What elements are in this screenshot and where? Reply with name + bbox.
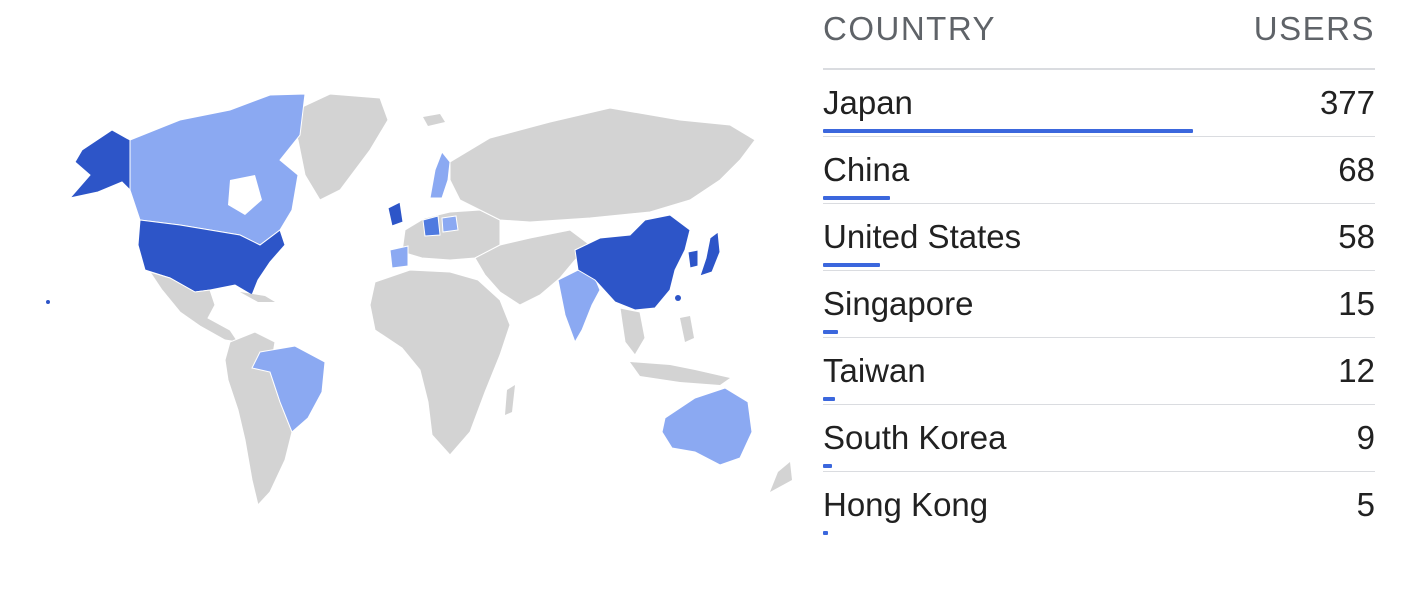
user-count: 377 xyxy=(1319,84,1375,121)
map-mexico[interactable] xyxy=(148,271,240,343)
map-philippines[interactable] xyxy=(680,316,694,342)
users-column-header[interactable]: USERS xyxy=(1253,10,1375,47)
country-name: China xyxy=(823,151,910,188)
map-new-zealand xyxy=(770,462,792,492)
user-count: 5 xyxy=(1356,486,1375,523)
world-map-svg[interactable] xyxy=(30,80,810,520)
map-brazil[interactable] xyxy=(251,345,326,433)
map-madagascar xyxy=(505,385,515,415)
table-body: Japan 377 China 68 United States 58 Singapore 1… xyxy=(823,70,1375,538)
map-caribbean xyxy=(240,292,275,302)
table-row[interactable]: China 68 xyxy=(823,137,1375,204)
user-share-bar xyxy=(823,263,880,267)
user-share-bar xyxy=(823,397,835,401)
user-share-bar xyxy=(823,330,838,334)
map-middle-east[interactable] xyxy=(474,229,591,306)
table-header: COUNTRY USERS xyxy=(823,10,1375,70)
country-column-header[interactable]: COUNTRY xyxy=(823,10,997,47)
map-iberia[interactable] xyxy=(389,245,409,269)
country-name: Singapore xyxy=(823,285,974,322)
user-share-bar xyxy=(823,196,890,200)
user-count: 68 xyxy=(1338,151,1375,188)
map-russia[interactable] xyxy=(449,107,756,223)
user-share-bar xyxy=(823,464,832,468)
map-iceland xyxy=(423,114,445,126)
user-count: 58 xyxy=(1338,218,1375,255)
user-count: 9 xyxy=(1356,419,1375,456)
map-taiwan[interactable] xyxy=(675,295,681,301)
map-poland[interactable] xyxy=(441,215,459,233)
map-alaska[interactable] xyxy=(68,129,131,199)
country-name: South Korea xyxy=(823,419,1007,456)
map-hawaii xyxy=(46,300,50,304)
country-users-table: COUNTRY USERS Japan 377 China 68 United Stat… xyxy=(823,10,1375,538)
user-count: 12 xyxy=(1338,352,1375,389)
map-hudson-bay xyxy=(228,175,262,215)
map-south-korea[interactable] xyxy=(687,249,699,269)
map-india[interactable] xyxy=(557,269,601,344)
map-southeast-asia[interactable] xyxy=(619,307,646,356)
table-row[interactable]: United States 58 xyxy=(823,204,1375,271)
map-indonesia[interactable] xyxy=(630,362,730,385)
map-germany[interactable] xyxy=(422,215,441,237)
map-scandinavia[interactable] xyxy=(429,151,451,199)
country-name: United States xyxy=(823,218,1022,255)
table-row[interactable]: Hong Kong 5 xyxy=(823,472,1375,538)
map-japan[interactable] xyxy=(699,231,721,277)
map-greenland[interactable] xyxy=(284,93,389,201)
table-row[interactable]: Taiwan 12 xyxy=(823,338,1375,405)
table-row[interactable]: South Korea 9 xyxy=(823,405,1375,472)
country-name: Taiwan xyxy=(823,352,926,389)
user-share-bar xyxy=(823,129,1193,133)
world-map[interactable] xyxy=(30,80,810,520)
map-australia[interactable] xyxy=(661,387,753,466)
user-share-bar xyxy=(823,531,828,535)
user-count: 15 xyxy=(1338,285,1375,322)
country-name: Japan xyxy=(823,84,913,121)
country-name: Hong Kong xyxy=(823,486,989,523)
map-africa[interactable] xyxy=(369,269,511,456)
map-china[interactable] xyxy=(574,214,691,311)
table-row[interactable]: Singapore 15 xyxy=(823,271,1375,338)
map-united-kingdom[interactable] xyxy=(387,201,404,227)
table-row[interactable]: Japan 377 xyxy=(823,70,1375,137)
